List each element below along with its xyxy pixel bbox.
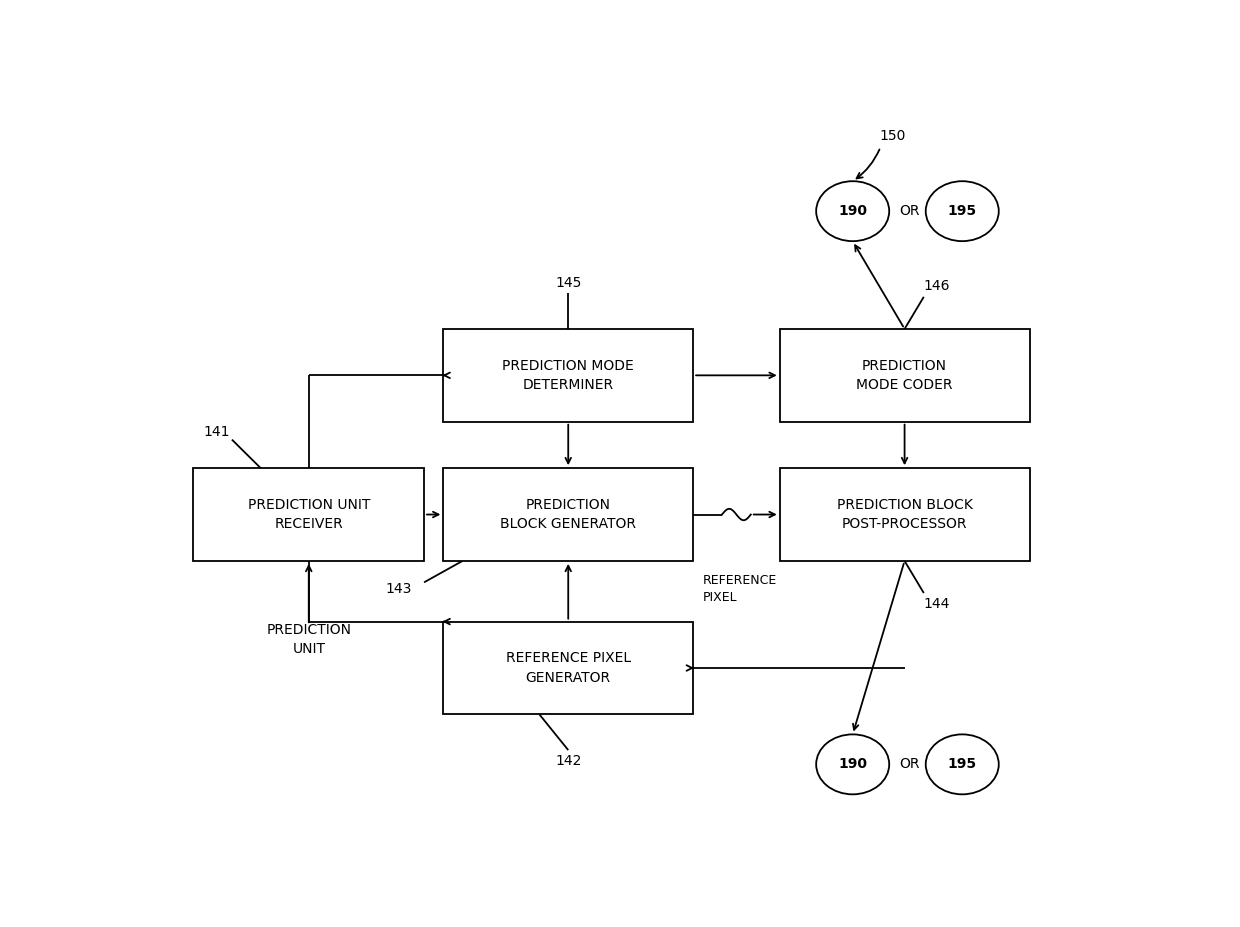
Ellipse shape xyxy=(816,734,889,794)
Text: 190: 190 xyxy=(838,757,867,771)
Text: 142: 142 xyxy=(556,754,582,768)
Ellipse shape xyxy=(926,734,998,794)
Text: PREDICTION MODE
DETERMINER: PREDICTION MODE DETERMINER xyxy=(502,359,634,392)
Text: PREDICTION UNIT
RECEIVER: PREDICTION UNIT RECEIVER xyxy=(248,498,370,531)
Text: 144: 144 xyxy=(924,597,950,611)
Bar xyxy=(444,622,693,715)
Text: 150: 150 xyxy=(880,129,906,144)
Text: 190: 190 xyxy=(838,204,867,218)
Bar xyxy=(444,329,693,422)
Bar xyxy=(780,468,1029,561)
Text: 146: 146 xyxy=(924,279,950,293)
Text: 143: 143 xyxy=(386,582,412,596)
Ellipse shape xyxy=(816,181,889,241)
Text: 141: 141 xyxy=(203,425,229,439)
Bar xyxy=(780,329,1029,422)
Text: REFERENCE
PIXEL: REFERENCE PIXEL xyxy=(703,575,777,604)
Text: PREDICTION
BLOCK GENERATOR: PREDICTION BLOCK GENERATOR xyxy=(500,498,636,531)
Text: PREDICTION BLOCK
POST-PROCESSOR: PREDICTION BLOCK POST-PROCESSOR xyxy=(837,498,972,531)
Text: 195: 195 xyxy=(947,757,977,771)
Ellipse shape xyxy=(926,181,998,241)
Bar xyxy=(193,468,424,561)
Bar xyxy=(444,468,693,561)
Text: PREDICTION
UNIT: PREDICTION UNIT xyxy=(267,623,351,655)
Text: 145: 145 xyxy=(556,275,582,289)
Text: PREDICTION
MODE CODER: PREDICTION MODE CODER xyxy=(857,359,952,392)
Text: OR: OR xyxy=(899,204,920,218)
Text: OR: OR xyxy=(899,757,920,771)
Text: REFERENCE PIXEL
GENERATOR: REFERENCE PIXEL GENERATOR xyxy=(506,652,631,685)
Text: 195: 195 xyxy=(947,204,977,218)
